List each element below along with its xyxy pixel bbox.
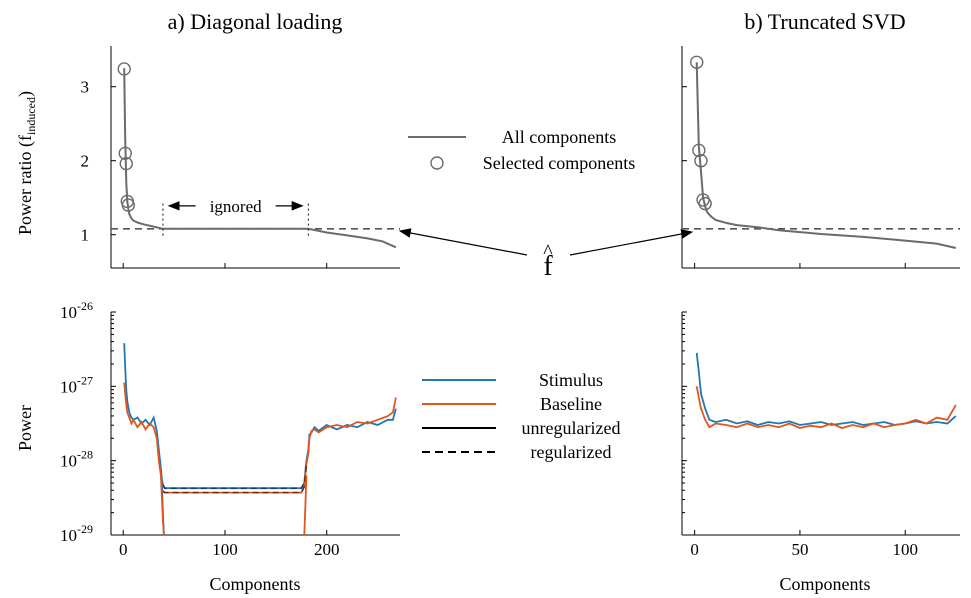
legend-top: All components Selected components xyxy=(408,127,635,173)
ignored-label: ignored xyxy=(210,197,262,216)
plot-b-top xyxy=(681,46,960,269)
x-tick-label: 100 xyxy=(212,540,238,559)
selected-component-marker xyxy=(692,143,706,158)
y-tick-label: 1 xyxy=(81,226,90,245)
series-baseline-regularized xyxy=(162,464,308,494)
selected-component-marker xyxy=(121,198,135,212)
selected-component-marker xyxy=(118,146,132,161)
legend-selected-marker xyxy=(430,156,444,170)
series-baseline xyxy=(695,386,957,429)
panel-a-title: a) Diagonal loading xyxy=(168,9,343,34)
plot-b-bottom: 0 50 100 xyxy=(681,311,960,559)
selected-component-marker xyxy=(119,156,133,171)
x-axis-label-a: Components xyxy=(209,574,300,594)
legend-regularized-label: regularized xyxy=(531,442,612,462)
series-stimulus xyxy=(123,343,397,490)
legend-all-components-label: All components xyxy=(502,127,617,147)
series-baseline_unreg_dip xyxy=(303,475,308,536)
series-baseline xyxy=(123,382,397,494)
y-tick-label: 2 xyxy=(81,152,90,171)
y-tick-label: 10-26 xyxy=(60,299,93,322)
series-stimulus-regularized xyxy=(162,460,308,489)
ignored-annotation: ignored xyxy=(167,197,304,216)
selected-component-marker xyxy=(698,196,712,211)
legend-unregularized-label: unregularized xyxy=(522,418,621,438)
fhat-hat: ^ xyxy=(543,241,553,263)
svg-text:Power ratio (finduced): Power ratio (finduced) xyxy=(15,91,38,235)
y-axis-label-top: Power ratio (finduced) xyxy=(15,91,38,235)
y-tick-label: 10-28 xyxy=(60,448,93,471)
selected-component-marker xyxy=(690,55,704,69)
y-tick-label: 3 xyxy=(81,78,90,97)
series-all-components xyxy=(123,68,397,249)
y-tick-label: 10-27 xyxy=(60,373,93,396)
y-axis-label-bottom: Power xyxy=(15,405,35,451)
x-tick-label: 0 xyxy=(119,540,128,559)
fhat-arrow-right xyxy=(569,229,694,256)
legend-stimulus-label: Stimulus xyxy=(539,370,603,390)
selected-component-marker xyxy=(117,62,131,76)
x-axis-label-b: Components xyxy=(779,574,870,594)
x-tick-label: 0 xyxy=(690,540,699,559)
fhat-label: f xyxy=(543,251,553,282)
x-tick-label: 100 xyxy=(892,540,918,559)
selected-component-marker xyxy=(694,153,708,168)
legend-selected-components-label: Selected components xyxy=(483,153,635,173)
plot-a-top: 1 2 3 xyxy=(81,46,400,269)
series-baseline_unreg_dip xyxy=(160,475,165,536)
series-stimulus xyxy=(695,352,957,426)
x-tick-label: 200 xyxy=(314,540,340,559)
fhat-annotation: ^ f xyxy=(398,228,694,282)
legend-baseline-label: Baseline xyxy=(540,394,602,414)
x-tick-label: 50 xyxy=(791,540,808,559)
panel-b-title: b) Truncated SVD xyxy=(744,9,905,34)
legend-bottom: Stimulus Baseline unregularized regulari… xyxy=(422,370,620,462)
y-tick-label: 10-29 xyxy=(60,522,93,545)
fhat-arrow-left xyxy=(398,228,528,256)
plot-a-bottom: 0 100 200 10-29 10-28 10-27 10-26 xyxy=(60,299,400,559)
series-all-components xyxy=(695,62,957,249)
